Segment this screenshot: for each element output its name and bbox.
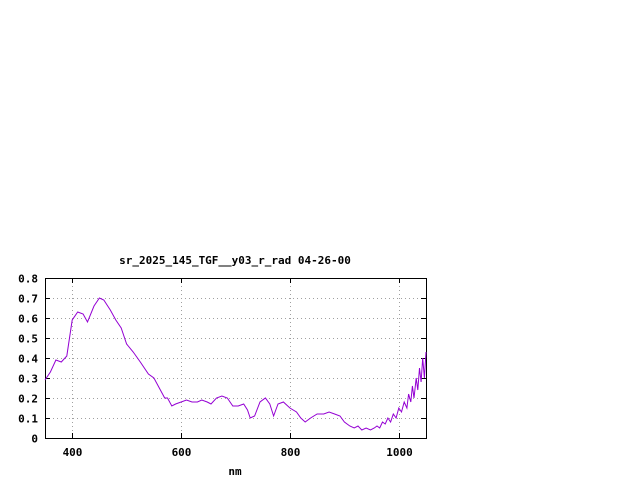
x-tick-label: 800 bbox=[281, 446, 301, 459]
y-tick-label: 0.6 bbox=[18, 313, 38, 326]
y-tick-label: 0.4 bbox=[18, 353, 38, 366]
x-tick-label: 600 bbox=[172, 446, 192, 459]
chart-title: sr_2025_145_TGF__y03_r_rad 04-26-00 bbox=[119, 254, 351, 267]
y-tick-label: 0.5 bbox=[18, 333, 38, 346]
spectrum-line bbox=[44, 297, 427, 431]
x-tick-label: 1000 bbox=[386, 446, 413, 459]
y-tick-label: 0.2 bbox=[18, 393, 38, 406]
axis-ticks: 0 0.1 0.2 0.3 0.4 0.5 0.6 0.7 0.8 400 600 800 1000 bbox=[18, 273, 426, 459]
y-tick-label: 0.3 bbox=[18, 373, 38, 386]
y-tick-label: 0.1 bbox=[18, 413, 38, 426]
y-tick-label: 0.7 bbox=[18, 293, 38, 306]
x-axis-title: nm bbox=[228, 465, 242, 478]
y-tick-label: 0.8 bbox=[18, 273, 38, 286]
y-tick-label: 0 bbox=[31, 433, 38, 446]
grid bbox=[45, 278, 426, 438]
x-tick-label: 400 bbox=[63, 446, 83, 459]
